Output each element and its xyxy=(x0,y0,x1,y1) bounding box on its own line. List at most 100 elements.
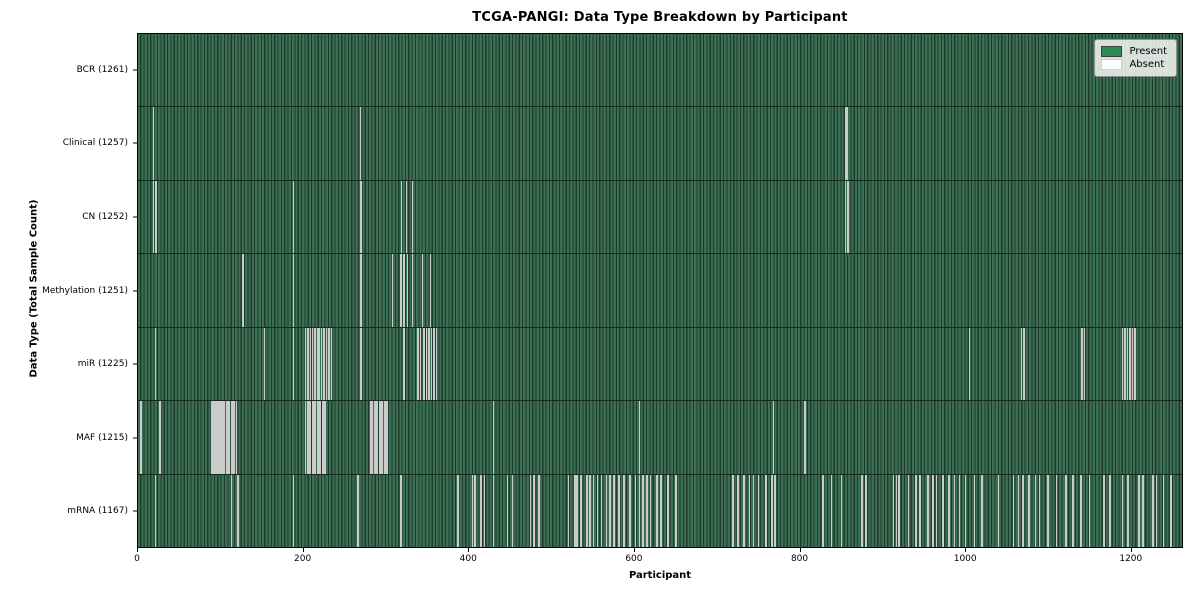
absent-mark xyxy=(152,107,155,180)
absent-mark xyxy=(865,474,867,547)
absent-mark xyxy=(154,327,157,401)
absent-mark xyxy=(1127,474,1129,547)
row-mir xyxy=(138,327,1182,402)
y-tick-label: CN (1252) xyxy=(82,211,128,222)
absent-mark xyxy=(646,474,648,547)
absent-mark xyxy=(840,474,843,547)
y-tick-label: BCR (1261) xyxy=(76,64,128,75)
absent-mark xyxy=(307,327,309,401)
x-tick-label: 1200 xyxy=(1119,554,1143,564)
absent-swatch-icon xyxy=(1101,59,1123,70)
y-tick-mark xyxy=(133,290,137,291)
absent-mark xyxy=(304,401,307,474)
absent-mark xyxy=(649,474,652,547)
absent-mark xyxy=(220,401,223,474)
absent-mark xyxy=(419,327,422,401)
x-tick-mark xyxy=(1130,548,1132,552)
absent-mark xyxy=(328,327,330,401)
absent-mark xyxy=(304,327,307,401)
row-clinical xyxy=(138,107,1182,181)
absent-mark xyxy=(373,401,376,474)
absent-mark xyxy=(232,401,234,474)
row-methylation xyxy=(138,254,1182,328)
absent-mark xyxy=(1047,474,1049,547)
absent-mark xyxy=(306,401,309,474)
absent-mark xyxy=(309,327,312,401)
absent-mark xyxy=(380,401,382,474)
absent-mark xyxy=(381,401,384,474)
x-tick-label: 200 xyxy=(294,554,312,564)
x-tick-label: 800 xyxy=(790,554,809,564)
absent-mark xyxy=(227,401,229,474)
absent-mark xyxy=(405,180,408,254)
absent-mark xyxy=(474,474,476,547)
absent-mark xyxy=(324,401,327,474)
absent-mark xyxy=(757,474,760,547)
absent-mark xyxy=(1129,327,1131,401)
absent-mark xyxy=(230,401,233,474)
legend-item-present: Present xyxy=(1101,46,1167,57)
y-tick-label: MAF (1215) xyxy=(76,432,128,443)
absent-mark xyxy=(567,474,570,547)
absent-mark xyxy=(538,474,540,547)
row-maf xyxy=(138,401,1182,475)
absent-mark xyxy=(242,254,244,327)
x-tick-label: 0 xyxy=(134,554,140,564)
absent-mark xyxy=(948,474,950,547)
absent-mark xyxy=(1126,327,1129,401)
absent-mark xyxy=(435,327,438,401)
absent-mark xyxy=(895,474,898,547)
absent-mark xyxy=(968,327,971,401)
y-tick-mark xyxy=(133,69,137,71)
absent-mark xyxy=(320,327,323,401)
absent-mark xyxy=(737,474,739,547)
row-mrna xyxy=(138,474,1182,547)
absent-mark xyxy=(580,474,582,547)
absent-mark xyxy=(325,327,328,401)
absent-mark xyxy=(383,401,385,474)
absent-mark xyxy=(576,474,578,547)
absent-mark xyxy=(1142,474,1144,547)
absent-mark xyxy=(403,254,405,327)
absent-mark xyxy=(292,180,295,254)
y-axis-label: Data Type (Total Sample Count) xyxy=(28,199,40,378)
row-bcr xyxy=(138,34,1182,108)
absent-mark xyxy=(1162,474,1165,547)
absent-mark xyxy=(391,254,394,327)
absent-mark xyxy=(1023,327,1025,401)
absent-mark xyxy=(219,401,221,474)
absent-mark xyxy=(958,474,961,547)
absent-mark xyxy=(371,401,374,474)
absent-mark xyxy=(480,474,482,547)
absent-mark xyxy=(596,474,599,547)
absent-mark xyxy=(417,327,419,401)
absent-mark xyxy=(804,401,806,474)
absent-mark xyxy=(892,474,895,547)
absent-mark xyxy=(237,474,239,547)
absent-mark xyxy=(222,401,224,474)
absent-mark xyxy=(919,474,921,547)
x-tick-label: 400 xyxy=(459,554,477,564)
absent-mark xyxy=(847,180,849,254)
row-cn xyxy=(138,180,1182,255)
present-swatch-icon xyxy=(1101,46,1123,57)
absent-mark xyxy=(321,401,323,474)
absent-mark xyxy=(623,474,625,547)
absent-mark xyxy=(1028,474,1030,547)
absent-mark xyxy=(667,474,669,547)
y-tick-mark xyxy=(133,142,137,144)
absent-mark xyxy=(318,401,320,474)
absent-mark xyxy=(423,327,425,401)
x-tick-label: 1000 xyxy=(953,554,977,564)
absent-mark xyxy=(942,474,944,547)
absent-mark xyxy=(323,327,325,401)
absent-mark xyxy=(605,474,608,547)
absent-mark xyxy=(861,474,863,547)
absent-mark xyxy=(1065,474,1067,547)
absent-mark xyxy=(898,474,900,547)
x-tick-mark xyxy=(137,548,138,552)
absent-mark xyxy=(822,474,824,547)
absent-mark xyxy=(772,401,775,474)
absent-mark xyxy=(1038,474,1041,547)
